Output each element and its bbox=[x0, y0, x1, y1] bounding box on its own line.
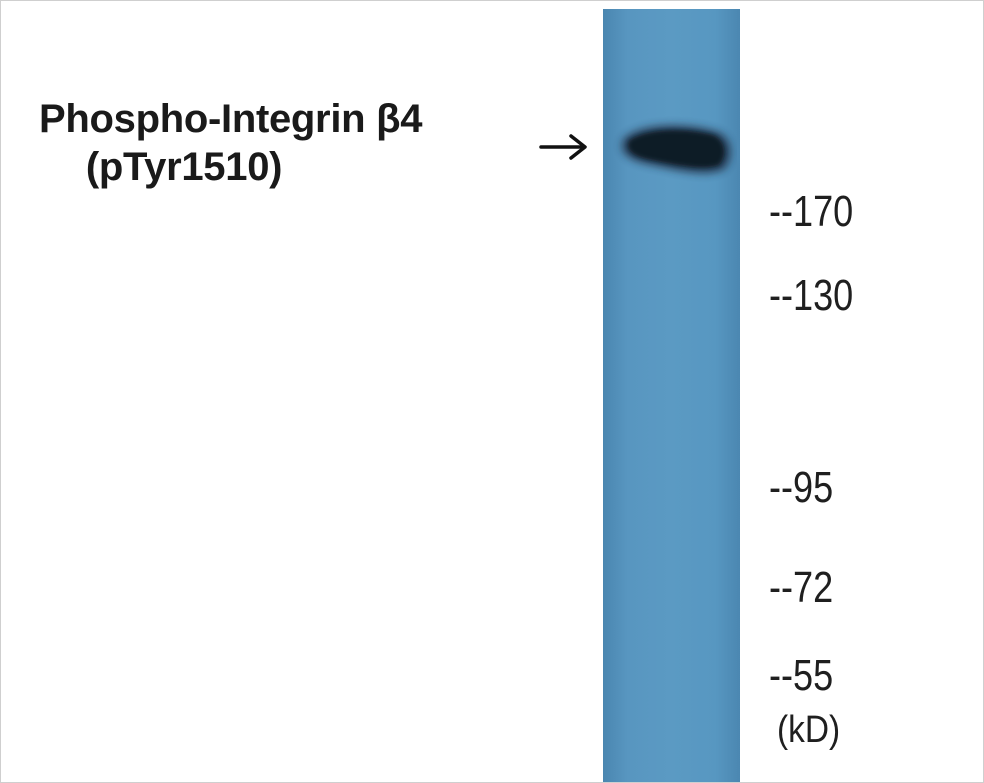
marker-72: --72 bbox=[769, 563, 834, 612]
marker-170: --170 bbox=[769, 187, 854, 236]
marker-55: --55 bbox=[769, 651, 834, 700]
unit-label: (kD) bbox=[777, 709, 841, 751]
arrow-right-icon bbox=[539, 134, 587, 160]
phospho-site: (pTyr1510) bbox=[85, 145, 283, 189]
protein-band bbox=[621, 124, 732, 174]
marker-130: --130 bbox=[769, 271, 854, 320]
protein-label: Phospho-Integrin β4 (pTyr1510) bbox=[39, 95, 579, 191]
marker-95: --95 bbox=[769, 463, 834, 512]
protein-name: Phospho-Integrin β4 bbox=[39, 97, 423, 141]
